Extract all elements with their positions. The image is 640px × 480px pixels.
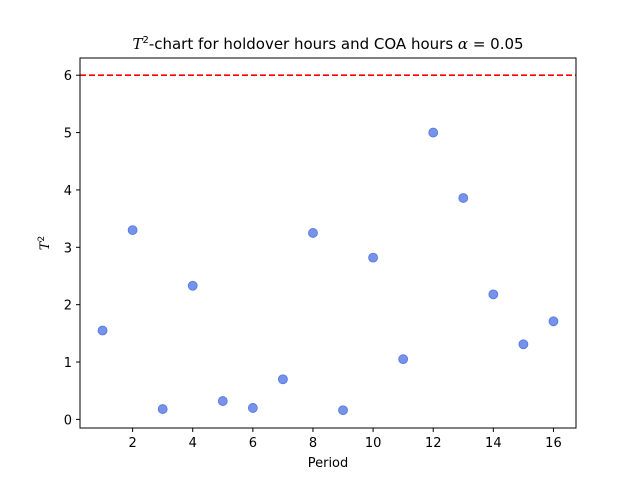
title-variable: T xyxy=(132,35,143,53)
data-point xyxy=(398,354,409,365)
data-point xyxy=(548,316,559,327)
data-point xyxy=(247,403,258,413)
title-text: -chart for holdover hours and COA hours xyxy=(149,35,458,53)
x-tick-label: 2 xyxy=(128,436,136,451)
x-tick-label: 8 xyxy=(309,436,317,451)
x-tick-label: 4 xyxy=(189,436,197,451)
y-axis-label: T2 xyxy=(37,236,53,250)
data-point xyxy=(278,374,288,385)
data-point xyxy=(488,289,499,300)
x-tick-label: 12 xyxy=(425,436,442,451)
y-tick-label: 0 xyxy=(64,413,72,428)
x-axis-label: Period xyxy=(308,456,349,471)
x-tick-label: 14 xyxy=(485,436,502,451)
data-point xyxy=(338,405,348,416)
y-tick-label: 3 xyxy=(64,241,72,256)
plot-frame xyxy=(79,57,577,429)
data-point xyxy=(97,325,108,336)
data-point xyxy=(368,252,378,263)
data-point xyxy=(428,127,439,138)
data-point xyxy=(157,404,168,414)
data-point xyxy=(518,339,529,350)
data-point xyxy=(308,228,318,238)
x-tick-label: 10 xyxy=(365,436,382,451)
y-axis-superscript: 2 xyxy=(37,236,47,242)
data-point xyxy=(187,280,198,291)
y-tick-label: 6 xyxy=(64,69,72,84)
data-point xyxy=(127,225,138,235)
chart-marks xyxy=(80,74,576,416)
data-point xyxy=(217,396,228,406)
y-tick-label: 4 xyxy=(64,184,72,199)
y-tick-label: 1 xyxy=(64,356,72,371)
x-tick-label: 6 xyxy=(249,436,257,451)
y-tick-label: 2 xyxy=(64,299,72,314)
title-alpha: α xyxy=(458,35,468,53)
y-axis-variable: T xyxy=(38,240,53,250)
title-alpha-value: = 0.05 xyxy=(468,35,524,53)
data-point xyxy=(458,193,469,203)
y-axis-ticks: 0 1 2 3 4 5 6 xyxy=(64,69,80,428)
x-tick-label: 16 xyxy=(545,436,562,451)
x-axis-ticks: 2 4 6 8 10 12 14 16 xyxy=(128,428,562,451)
chart-title: T2-chart for holdover hours and COA hour… xyxy=(132,35,523,53)
y-tick-label: 5 xyxy=(64,127,72,142)
title-superscript: 2 xyxy=(142,35,148,46)
